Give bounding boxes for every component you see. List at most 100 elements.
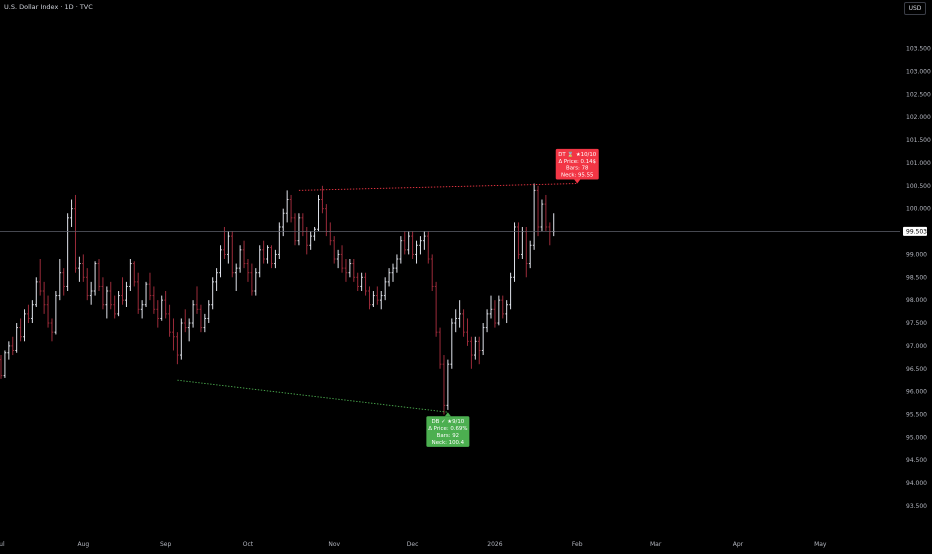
ohlc-bar (356, 272, 360, 292)
y-tick-label: 93.500 (906, 503, 927, 510)
ohlc-bar (274, 249, 277, 269)
price-bars (0, 183, 556, 415)
ohlc-bar (348, 258, 352, 278)
ohlc-bar (215, 268, 218, 292)
ohlc-bar (66, 213, 69, 292)
ohlc-bar (352, 258, 356, 282)
ohlc-bar (82, 254, 85, 282)
ohlc-bar (125, 281, 128, 308)
y-tick-label: 97.500 (906, 320, 927, 327)
y-tick-label: 100.500 (906, 183, 931, 190)
ohlc-bar (27, 304, 30, 324)
time-axis[interactable]: Jul Aug Sep Oct Nov Dec 2026 Feb Mar Apr May (0, 541, 827, 548)
pattern-label-line: Neck: 95.55 (561, 173, 593, 179)
y-tick-label: 101.000 (906, 160, 931, 167)
ohlc-bar (379, 291, 383, 310)
ohlc-bar (509, 272, 512, 310)
pattern-label-line: DB ✓ ★9/10 (432, 419, 465, 425)
ohlc-bar (321, 185, 324, 214)
ohlc-bar (207, 300, 211, 324)
ohlc-bar (293, 213, 297, 246)
ohlc-bar (266, 245, 269, 264)
ohlc-bar (387, 268, 391, 287)
ohlc-bar (129, 258, 132, 292)
y-tick-label: 100.000 (906, 206, 931, 213)
ohlc-bar (434, 281, 438, 337)
ohlc-bar (242, 240, 246, 269)
ohlc-bar (160, 295, 164, 321)
ohlc-bar (152, 286, 156, 314)
x-tick-label: 2026 (487, 541, 502, 548)
ohlc-bar (180, 318, 183, 360)
y-tick-label: 95.000 (906, 434, 927, 441)
ohlc-bar (454, 309, 458, 333)
ohlc-bar (403, 231, 407, 255)
current-price-label[interactable]: 99.503 (903, 226, 927, 236)
ohlc-bar (517, 222, 520, 259)
ohlc-bar (317, 194, 320, 232)
ohlc-bar (391, 263, 395, 282)
ohlc-bar (219, 245, 222, 278)
y-tick-label: 102.000 (906, 114, 931, 121)
ohlc-bar (254, 268, 258, 296)
y-tick-label: 98.500 (906, 274, 927, 281)
ohlc-bar (368, 286, 371, 310)
ohlc-bar (191, 300, 195, 328)
ohlc-bar (544, 194, 548, 232)
pattern-label-line: Neck: 100.4 (432, 440, 465, 446)
ohlc-bar (493, 300, 497, 328)
ohlc-bar (230, 231, 234, 278)
ohlc-bar (117, 291, 120, 317)
ohlc-bar (85, 268, 89, 301)
x-tick-label: Apr (733, 541, 744, 548)
ohlc-bar (93, 261, 97, 296)
ohlc-bar (364, 272, 367, 296)
ohlc-bar (238, 245, 242, 273)
ohlc-bar (31, 300, 34, 324)
ohlc-bar (309, 231, 312, 250)
ohlc-bar (497, 295, 501, 326)
ohlc-bar (426, 231, 430, 264)
price-axis[interactable]: 93.500 94.000 94.500 95.000 95.500 96.000 96.5… (903, 46, 931, 510)
ohlc-bar (485, 309, 489, 333)
ohlc-bar (419, 236, 422, 255)
ohlc-bar (528, 240, 532, 269)
ohlc-bar (332, 236, 336, 264)
ohlc-bar (97, 258, 101, 292)
ohlc-bar (313, 226, 316, 241)
ohlc-bar (258, 245, 262, 278)
ohlc-bar (223, 226, 226, 259)
ohlc-bar (430, 254, 434, 292)
ohlc-bar (407, 231, 410, 255)
ohlc-bar (466, 318, 469, 346)
ohlc-bar (489, 295, 493, 319)
x-tick-label: Feb (572, 541, 583, 548)
ohlc-bar (70, 199, 73, 227)
y-tick-label: 103.000 (906, 68, 931, 75)
ohlc-bar (423, 231, 426, 250)
ohlc-bar (140, 300, 144, 319)
ohlc-bar (289, 194, 293, 223)
pattern-label-line: DT ⌛ ★10/10 (558, 151, 597, 158)
ohlc-bar (101, 277, 105, 310)
ohlc-bar (203, 313, 207, 333)
ohlc-bar (438, 327, 442, 369)
ohlc-bar (462, 309, 465, 337)
ohlc-bar (156, 300, 160, 328)
ohlc-bar (415, 240, 418, 264)
currency-badge[interactable]: USD (904, 2, 926, 15)
y-tick-label: 103.500 (906, 46, 931, 53)
pattern-line (177, 379, 448, 413)
ohlc-bar (360, 272, 363, 292)
ohlc-bar (442, 355, 446, 415)
y-tick-label: 96.500 (906, 366, 927, 373)
ohlc-bar (540, 199, 544, 232)
ohlc-bar (7, 341, 11, 360)
ohlc-bar (3, 350, 7, 378)
